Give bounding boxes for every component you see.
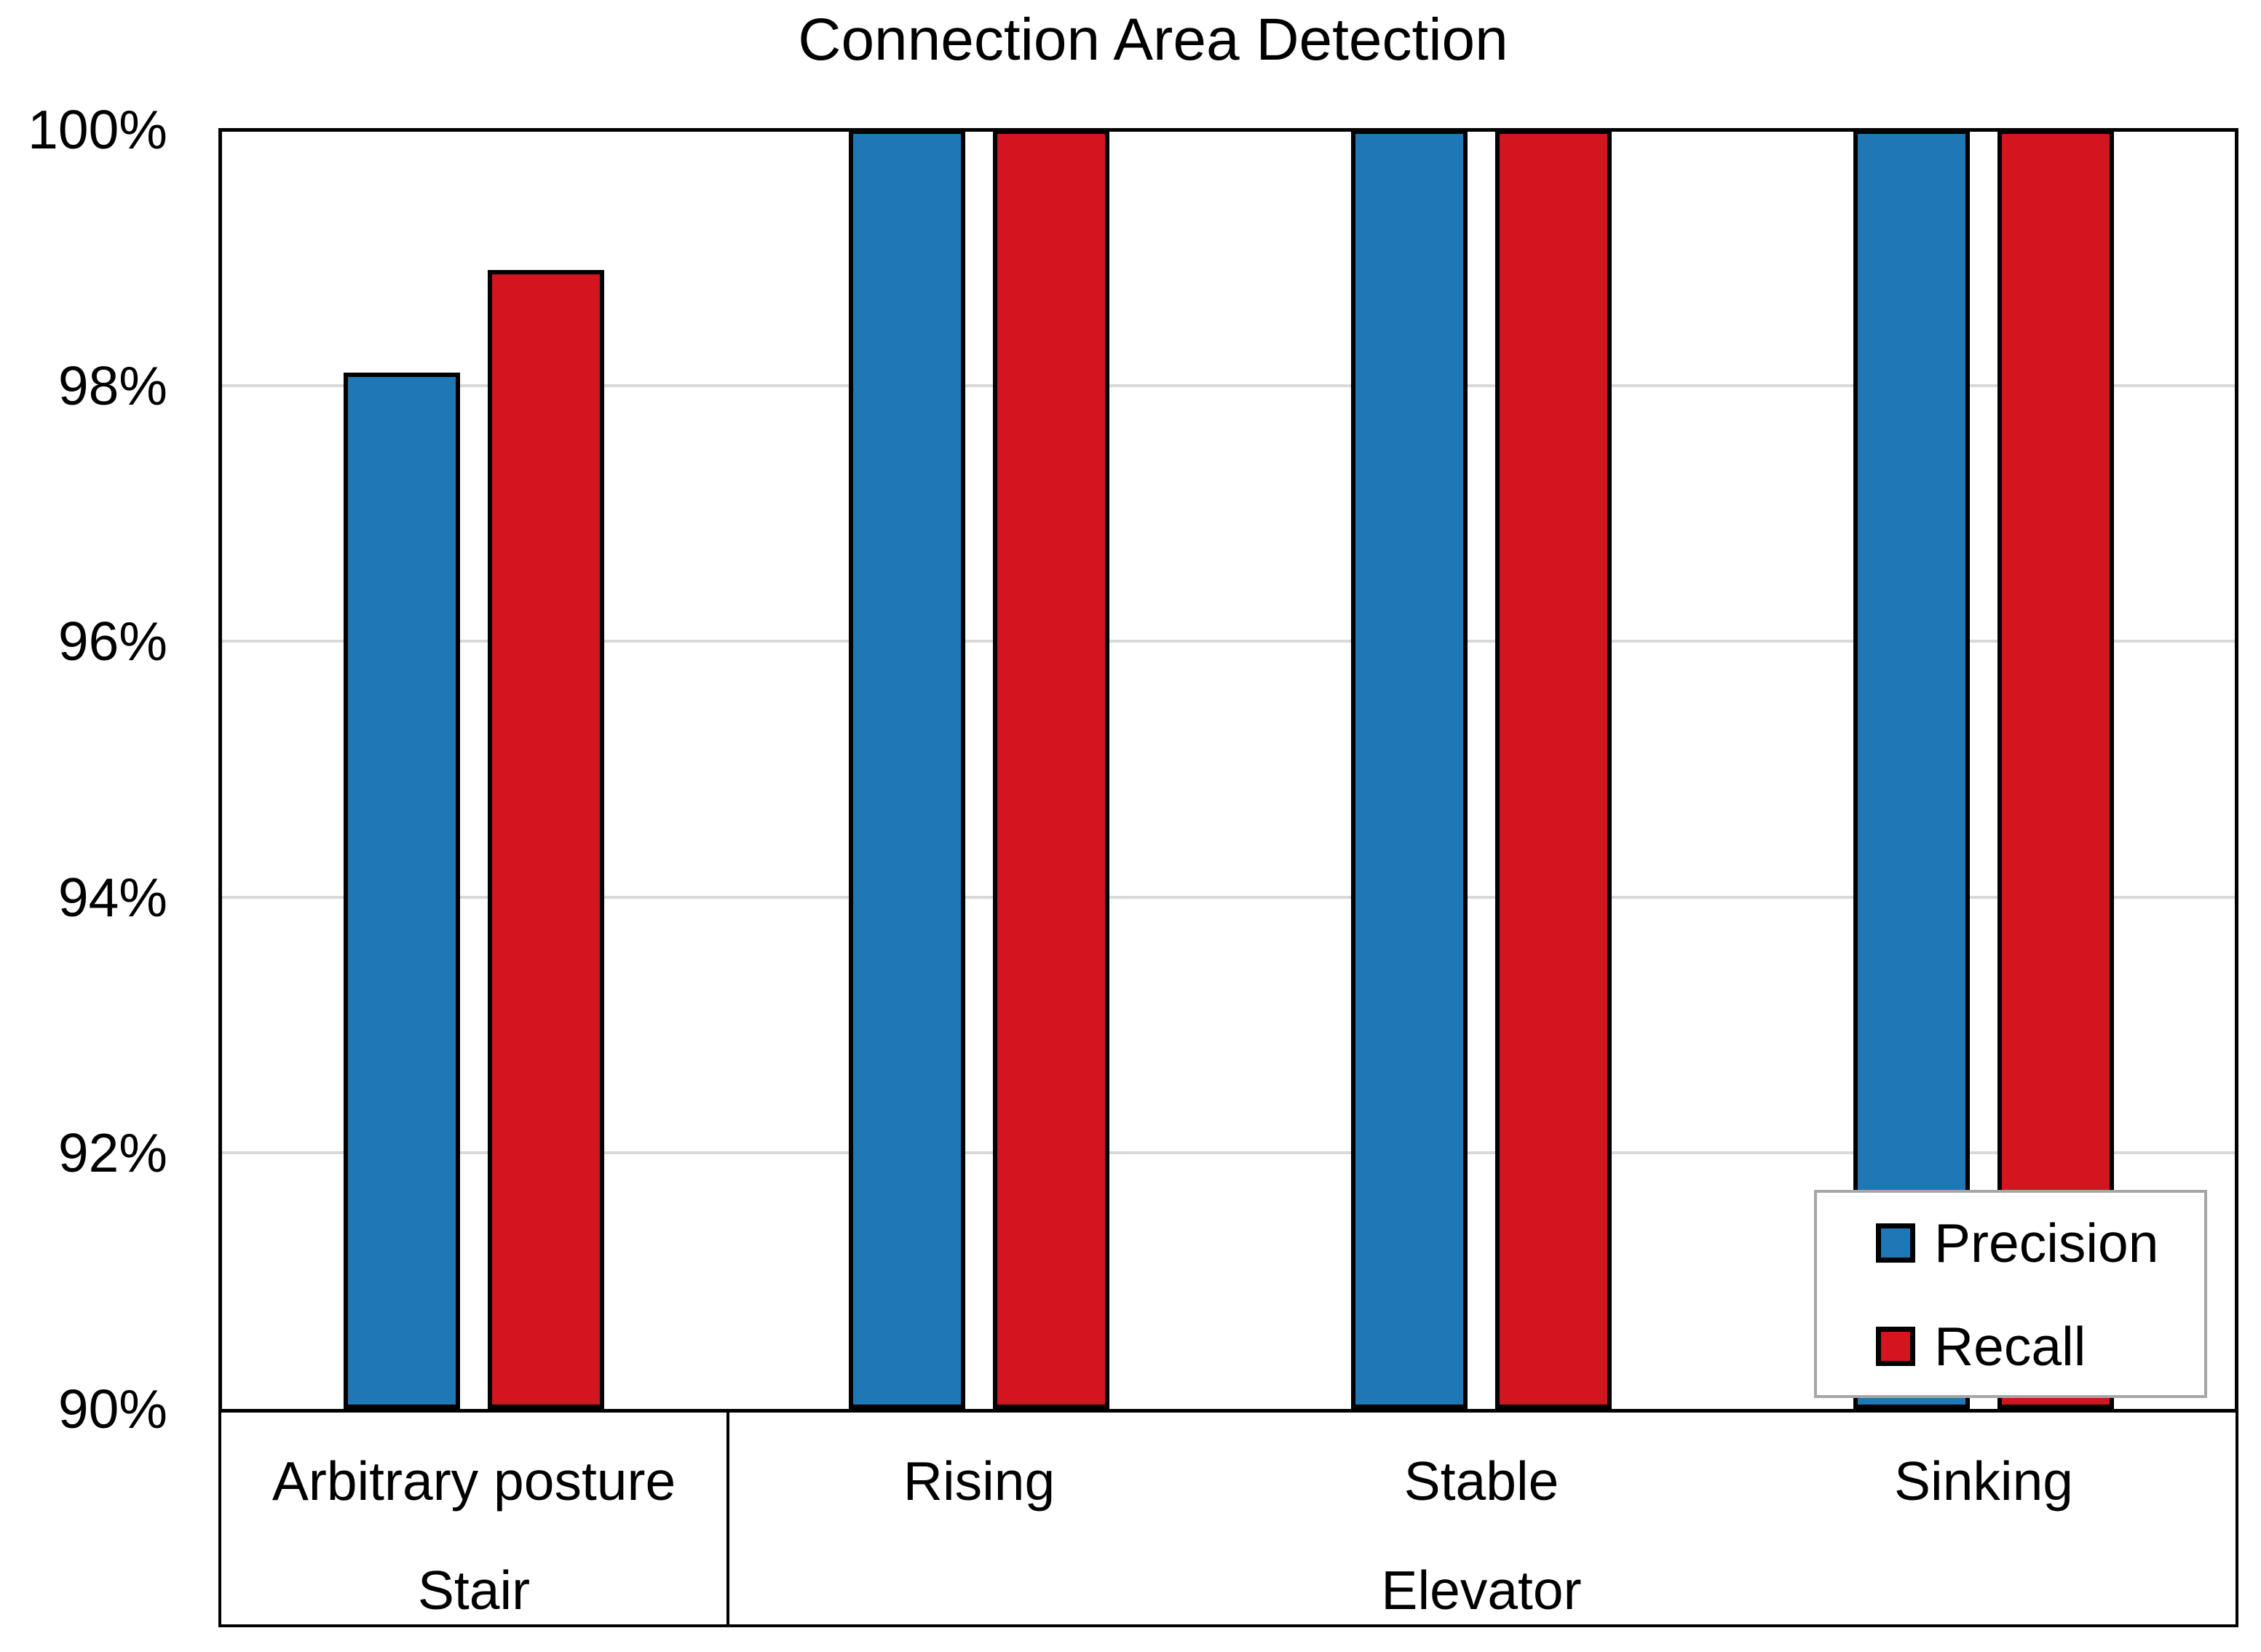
gridline-94 bbox=[220, 895, 2235, 899]
y-tick-label-94: 94% bbox=[58, 866, 167, 928]
recall-legend-label: Recall bbox=[1934, 1316, 2086, 1377]
y-tick-label-100: 100% bbox=[28, 99, 167, 160]
precision-legend-swatch bbox=[1876, 1223, 1915, 1263]
gridline-92 bbox=[220, 1151, 2235, 1155]
category-label-stable: Stable bbox=[1403, 1450, 1559, 1512]
bar-rising-precision bbox=[849, 130, 965, 1409]
bar-arbitrary-posture-precision bbox=[344, 373, 460, 1409]
y-tick-label-98: 98% bbox=[58, 354, 167, 416]
precision-legend-label: Precision bbox=[1934, 1212, 2159, 1274]
legend: Precision Recall bbox=[1814, 1190, 2207, 1398]
category-axis-band bbox=[218, 1413, 2238, 1627]
category-label-arbitrary-posture: Arbitrary posture bbox=[272, 1450, 676, 1512]
bar-arbitrary-posture-recall bbox=[488, 270, 604, 1409]
chart-title: Connection Area Detection bbox=[798, 7, 1508, 73]
category-label-sinking: Sinking bbox=[1894, 1450, 2073, 1512]
bar-stable-recall bbox=[1495, 130, 1612, 1409]
gridline-96 bbox=[220, 640, 2235, 643]
legend-item-precision: Precision bbox=[1876, 1212, 2158, 1274]
group-label-elevator: Elevator bbox=[1381, 1560, 1582, 1621]
category-label-rising: Rising bbox=[903, 1450, 1056, 1512]
group-divider bbox=[726, 1413, 729, 1627]
y-tick-label-96: 96% bbox=[58, 611, 167, 672]
group-label-stair: Stair bbox=[417, 1560, 531, 1621]
y-tick-label-90: 90% bbox=[58, 1378, 167, 1439]
y-tick-label-92: 92% bbox=[58, 1122, 167, 1184]
legend-item-recall: Recall bbox=[1876, 1316, 2086, 1377]
bar-rising-recall bbox=[993, 130, 1109, 1409]
gridline-98 bbox=[220, 384, 2235, 387]
recall-legend-swatch bbox=[1876, 1327, 1915, 1366]
bar-stable-precision bbox=[1351, 130, 1468, 1409]
